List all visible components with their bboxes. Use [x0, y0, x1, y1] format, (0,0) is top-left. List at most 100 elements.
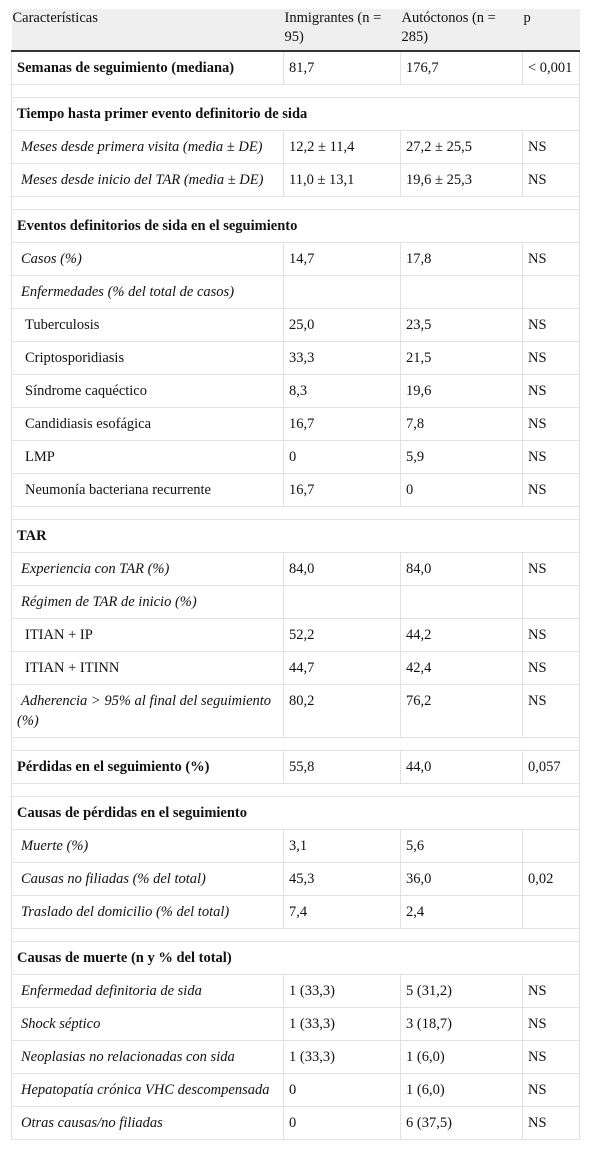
- empty-cell: [522, 275, 580, 309]
- data-row: Meses desde inicio del TAR (media ± DE) 1…: [11, 163, 580, 197]
- sub-label: Criptosporidiasis: [11, 341, 284, 375]
- value-cell: 0: [283, 440, 401, 474]
- empty-cell: [522, 585, 580, 619]
- value-cell: 84,0: [400, 552, 523, 586]
- spacer-cell: [11, 737, 580, 751]
- value-cell: < 0,001: [522, 50, 580, 85]
- section-row: Semanas de seguimiento (mediana) 81,7 176,…: [11, 50, 580, 85]
- sub-label: ITIAN + IP: [11, 618, 284, 652]
- row-label: Casos (%): [11, 242, 284, 276]
- data-row: Otras causas/no filiadas 0 6 (37,5) NS: [11, 1106, 580, 1140]
- data-row: Causas no filiadas (% del total) 45,3 36,0…: [11, 862, 580, 896]
- header-cell: Inmigrantes (n = 95): [283, 9, 401, 52]
- value-cell: 19,6: [400, 374, 523, 408]
- value-cell: 42,4: [400, 651, 523, 685]
- header-cell: Características: [11, 9, 284, 52]
- value-cell: 16,7: [283, 407, 401, 441]
- section-title: Semanas de seguimiento (mediana): [11, 50, 284, 85]
- value-cell: 6 (37,5): [400, 1106, 523, 1140]
- value-cell: 1 (33,3): [283, 974, 401, 1008]
- sub-label: LMP: [11, 440, 284, 474]
- header-row: Características Inmigrantes (n = 95) Autóc…: [11, 9, 580, 52]
- row-label: Meses desde primera visita (media ± DE): [11, 130, 284, 164]
- value-cell: 3,1: [283, 829, 401, 863]
- section-row: Causas de pérdidas en el seguimiento: [11, 796, 580, 830]
- empty-cell: [400, 585, 523, 619]
- row-label: Enfermedades (% del total de casos): [11, 275, 284, 309]
- value-cell: NS: [522, 130, 580, 164]
- header-cell: Autóctonos (n = 285): [400, 9, 523, 52]
- section-title: Tiempo hasta primer evento definitorio d…: [11, 97, 580, 131]
- section-title: Eventos definitorios de sida en el segui…: [11, 209, 580, 243]
- empty-cell: [283, 275, 401, 309]
- empty-cell: [400, 275, 523, 309]
- value-cell: NS: [522, 308, 580, 342]
- sub-row: Neumonía bacteriana recurrente 16,7 0 NS: [11, 473, 580, 507]
- value-cell: 17,8: [400, 242, 523, 276]
- spacer-cell: [11, 506, 580, 520]
- value-cell: NS: [522, 974, 580, 1008]
- sub-row: ITIAN + ITINN 44,7 42,4 NS: [11, 651, 580, 685]
- section-row: TAR: [11, 519, 580, 553]
- section-row: Pérdidas en el seguimiento (%) 55,8 44,0 0,…: [11, 750, 580, 784]
- section-title: TAR: [11, 519, 580, 553]
- value-cell: 1 (33,3): [283, 1007, 401, 1041]
- value-cell: NS: [522, 473, 580, 507]
- section-title: Pérdidas en el seguimiento (%): [11, 750, 284, 784]
- row-label: Muerte (%): [11, 829, 284, 863]
- row-label: Shock séptico: [11, 1007, 284, 1041]
- value-cell: 44,7: [283, 651, 401, 685]
- spacer-row: [11, 928, 580, 942]
- value-cell: 55,8: [283, 750, 401, 784]
- value-cell: 33,3: [283, 341, 401, 375]
- spacer-cell: [11, 84, 580, 98]
- sub-label: Neumonía bacteriana recurrente: [11, 473, 284, 507]
- row-label: Hepatopatía crónica VHC descompensada: [11, 1073, 284, 1107]
- spacer-row: [11, 196, 580, 210]
- value-cell: NS: [522, 618, 580, 652]
- sub-row: Tuberculosis 25,0 23,5 NS: [11, 308, 580, 342]
- data-row: Enfermedad definitoria de sida 1 (33,3) 5 …: [11, 974, 580, 1008]
- sub-label: ITIAN + ITINN: [11, 651, 284, 685]
- value-cell: 1 (6,0): [400, 1040, 523, 1074]
- value-cell: 45,3: [283, 862, 401, 896]
- value-cell: 5,9: [400, 440, 523, 474]
- value-cell: NS: [522, 552, 580, 586]
- sub-row: ITIAN + IP 52,2 44,2 NS: [11, 618, 580, 652]
- data-row: Traslado del domicilio (% del total) 7,4 2…: [11, 895, 580, 929]
- data-row: Muerte (%) 3,1 5,6: [11, 829, 580, 863]
- sub-row: Candidiasis esofágica 16,7 7,8 NS: [11, 407, 580, 441]
- section-row: Tiempo hasta primer evento definitorio d…: [11, 97, 580, 131]
- header-cell: p: [522, 9, 580, 52]
- spacer-row: [11, 783, 580, 797]
- value-cell: 44,2: [400, 618, 523, 652]
- table-body: Semanas de seguimiento (mediana) 81,7 176,…: [11, 50, 580, 1140]
- value-cell: 1 (6,0): [400, 1073, 523, 1107]
- sub-row: Criptosporidiasis 33,3 21,5 NS: [11, 341, 580, 375]
- data-row: Casos (%) 14,7 17,8 NS: [11, 242, 580, 276]
- spacer-cell: [11, 196, 580, 210]
- value-cell: 1 (33,3): [283, 1040, 401, 1074]
- value-cell: 5,6: [400, 829, 523, 863]
- value-cell: 80,2: [283, 684, 401, 738]
- sub-label: Síndrome caquéctico: [11, 374, 284, 408]
- data-row: Enfermedades (% del total de casos): [11, 275, 580, 309]
- value-cell: [522, 895, 580, 929]
- row-label: Traslado del domicilio (% del total): [11, 895, 284, 929]
- value-cell: 21,5: [400, 341, 523, 375]
- row-label: Neoplasias no relacionadas con sida: [11, 1040, 284, 1074]
- empty-cell: [283, 585, 401, 619]
- value-cell: NS: [522, 407, 580, 441]
- value-cell: 84,0: [283, 552, 401, 586]
- section-title: Causas de pérdidas en el seguimiento: [11, 796, 580, 830]
- value-cell: 52,2: [283, 618, 401, 652]
- spacer-row: [11, 737, 580, 751]
- value-cell: 16,7: [283, 473, 401, 507]
- value-cell: 0: [400, 473, 523, 507]
- section-row: Causas de muerte (n y % del total): [11, 941, 580, 975]
- value-cell: NS: [522, 1040, 580, 1074]
- value-cell: 25,0: [283, 308, 401, 342]
- value-cell: 0: [283, 1073, 401, 1107]
- sub-label: Candidiasis esofágica: [11, 407, 284, 441]
- data-row: Hepatopatía crónica VHC descompensada 0 1 …: [11, 1073, 580, 1107]
